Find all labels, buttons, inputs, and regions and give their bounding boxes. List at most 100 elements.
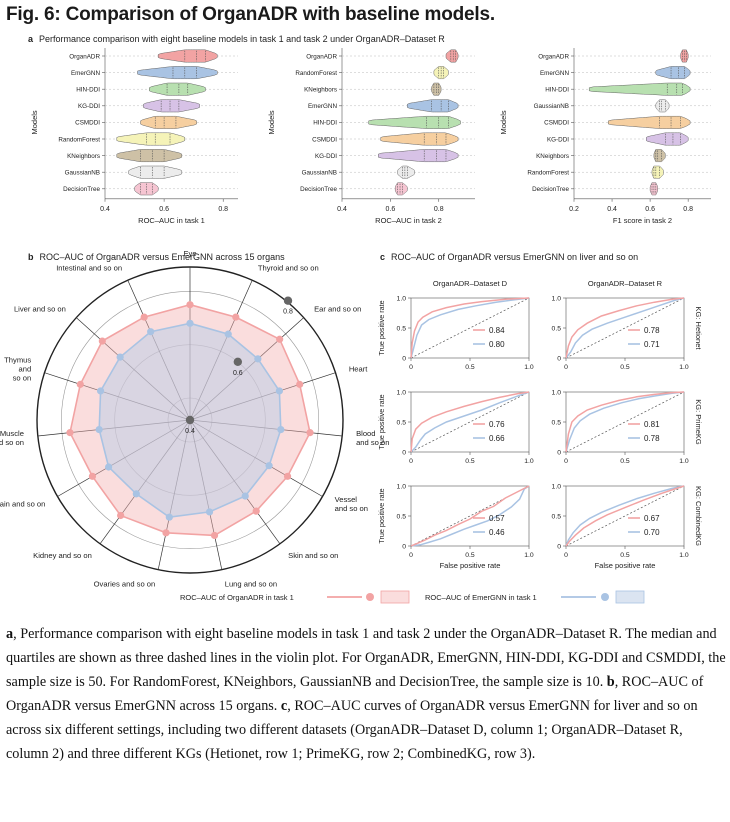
- radar-point-EmerGNN: [97, 387, 105, 395]
- roc-y-tick-label: 0.5: [397, 325, 407, 332]
- roc-curve-emergnn: [565, 485, 685, 547]
- roc-auc-emergnn: 0.70: [644, 528, 660, 537]
- radar-point-EmerGNN: [265, 462, 273, 470]
- roc-x-tick-label: 0.5: [465, 552, 475, 559]
- legend-emergnn-dot: [601, 593, 609, 601]
- violin-KG-DDI: [378, 149, 459, 163]
- radar-point-EmerGNN: [147, 328, 155, 336]
- radar-point-OrganADR: [210, 531, 219, 540]
- x-tick-label: 0.4: [337, 206, 347, 213]
- roc-auc-emergnn: 0.78: [644, 434, 660, 443]
- roc-x-tick-label: 1.0: [679, 552, 689, 559]
- violin-KG-DDI: [646, 132, 689, 146]
- roc-curve-emergnn: [410, 297, 530, 359]
- roc-x-tick-label: 0.5: [465, 458, 475, 465]
- violin-EmerGNN: [137, 66, 218, 80]
- radar-point-EmerGNN: [104, 463, 113, 471]
- roc-x-tick-label: 0.5: [465, 364, 475, 371]
- roc-x-tick-label: 0: [409, 552, 413, 559]
- x-axis-label: ROC–AUC in task 2: [375, 216, 442, 225]
- roc-y-tick-label: 0: [402, 449, 406, 456]
- roc-curve-organadr: [410, 391, 530, 453]
- roc-y-tick-label: 0: [402, 355, 406, 362]
- roc-panel: 00 0.5 0.5 1.0 1.0 0.78 0.71: [552, 295, 689, 371]
- roc-auc-organadr: 0.78: [644, 326, 660, 335]
- violin-RandomForest: [116, 132, 186, 146]
- roc-x-tick-label: 1.0: [679, 364, 689, 371]
- roc-y-tick-label: 1.0: [397, 295, 407, 302]
- legend-organadr-swatch: [380, 590, 410, 604]
- roc-curve-emergnn: [410, 391, 530, 453]
- x-tick-label: 0.2: [569, 206, 579, 213]
- ring-marker: [233, 357, 243, 366]
- model-label: KG-DDI: [547, 136, 569, 143]
- model-label: GaussianNB: [302, 170, 337, 177]
- radar-point-EmerGNN: [186, 319, 194, 327]
- ring-label: 0.6: [233, 370, 243, 377]
- roc-x-axis-label: False positive rate: [440, 561, 501, 570]
- roc-curve-organadr: [565, 297, 685, 359]
- x-tick-label: 0.8: [683, 206, 693, 213]
- roc-y-tick-label: 1.0: [552, 483, 562, 490]
- organ-label: Intestinal and so on: [56, 263, 122, 272]
- roc-y-tick-label: 0: [557, 355, 561, 362]
- radar-point-EmerGNN: [116, 353, 124, 361]
- roc-column-title: OrganADR–Dataset D: [433, 279, 508, 288]
- legend-emergnn-swatch: [615, 590, 645, 604]
- roc-row-title: KG: PrimeKG: [694, 399, 703, 445]
- roc-auc-emergnn: 0.80: [489, 340, 505, 349]
- violin-chart-task1: 0.4 0.6 0.8 ROC–AUC in task 1 Models OrganADR…: [30, 48, 238, 225]
- model-label: CSMDDI: [75, 120, 100, 127]
- roc-y-tick-label: 0.5: [397, 513, 407, 520]
- roc-y-axis-label: True positive rate: [377, 394, 386, 449]
- violin-EmerGNN: [655, 66, 691, 80]
- bottom-legend: ROC–AUC of OrganADR in task 1 ROC–AUC of …: [180, 590, 645, 604]
- violin-CSMDDI: [608, 115, 691, 129]
- radar-point-OrganADR: [186, 301, 194, 309]
- roc-x-tick-label: 0.5: [620, 364, 630, 371]
- organ-label: Heart: [349, 364, 368, 373]
- radar-point-OrganADR: [296, 380, 304, 388]
- violin-GaussianNB: [128, 165, 183, 179]
- violin-chart-task2: 0.4 0.6 0.8 ROC–AUC in task 2 Models OrganADR…: [267, 48, 475, 225]
- model-label: CSMDDI: [312, 136, 337, 143]
- figure-canvas: 0.4 0.6 0.8 ROC–AUC in task 1 Models OrganADR…: [0, 48, 711, 604]
- roc-diagonal: [565, 485, 685, 547]
- ring-marker: [283, 296, 293, 305]
- violin-EmerGNN: [407, 99, 459, 113]
- roc-x-tick-label: 0: [564, 458, 568, 465]
- violin-HIN-DDI: [149, 82, 206, 96]
- roc-x-tick-label: 0: [564, 364, 568, 371]
- model-label: RandomForest: [295, 70, 337, 77]
- roc-row-title: KG: CombinedKG: [694, 486, 703, 546]
- roc-y-tick-label: 1.0: [397, 389, 407, 396]
- violin-KNeighbors: [116, 149, 183, 163]
- organ-label: Ear and so on: [314, 304, 361, 313]
- roc-auc-emergnn: 0.66: [489, 434, 505, 443]
- roc-curve-organadr: [565, 485, 685, 547]
- organ-label: Ovaries and so on: [94, 579, 156, 588]
- panel-c-heading: c ROC–AUC of OrganADR versus EmerGNN on l…: [380, 252, 639, 262]
- model-label: HIN-DDI: [76, 87, 100, 94]
- model-label: KG-DDI: [78, 103, 100, 110]
- model-label: OrganADR: [306, 53, 337, 60]
- roc-x-tick-label: 1.0: [524, 364, 534, 371]
- roc-x-tick-label: 1.0: [679, 458, 689, 465]
- model-label: GaussianNB: [65, 170, 100, 177]
- roc-auc-organadr: 0.84: [489, 326, 505, 335]
- y-axis-label: Models: [267, 110, 276, 134]
- model-label: DecisionTree: [63, 186, 100, 193]
- violin-chart-f1task2: 0.2 0.4 0.6 0.8 F1 score in task 2 Models Orga…: [499, 48, 711, 225]
- roc-auc-organadr: 0.67: [644, 514, 660, 523]
- roc-curve-organadr: [565, 391, 685, 453]
- radar-point-OrganADR: [98, 337, 106, 345]
- roc-diagonal: [565, 391, 685, 453]
- legend-emergnn-label: ROC–AUC of EmerGNN in task 1: [425, 593, 537, 602]
- roc-auc-emergnn: 0.71: [644, 340, 660, 349]
- figure-caption: a, Performance comparison with eight bas…: [6, 626, 726, 762]
- organ-label: Blood and so on: [356, 429, 389, 447]
- violin-OrganADR: [445, 49, 459, 63]
- model-label: KNeighbors: [304, 87, 337, 94]
- organ-label: Muscleand so on: [0, 429, 24, 447]
- violin-GaussianNB: [655, 99, 670, 113]
